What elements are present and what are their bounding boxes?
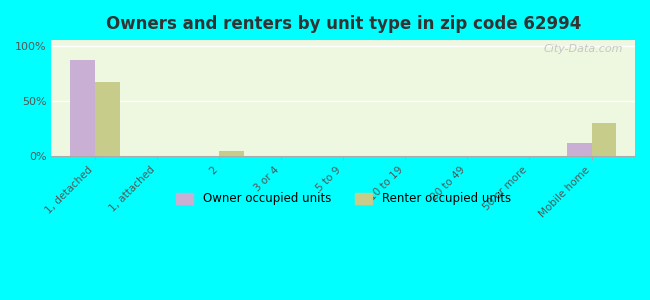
Text: City-Data.com: City-Data.com: [544, 44, 623, 54]
Title: Owners and renters by unit type in zip code 62994: Owners and renters by unit type in zip c…: [105, 15, 581, 33]
Bar: [95, 82, 120, 156]
Bar: [567, 142, 592, 156]
Legend: Owner occupied units, Renter occupied units: Owner occupied units, Renter occupied un…: [171, 188, 515, 210]
Bar: [70, 60, 95, 156]
Bar: [219, 152, 244, 156]
Bar: [592, 123, 616, 156]
